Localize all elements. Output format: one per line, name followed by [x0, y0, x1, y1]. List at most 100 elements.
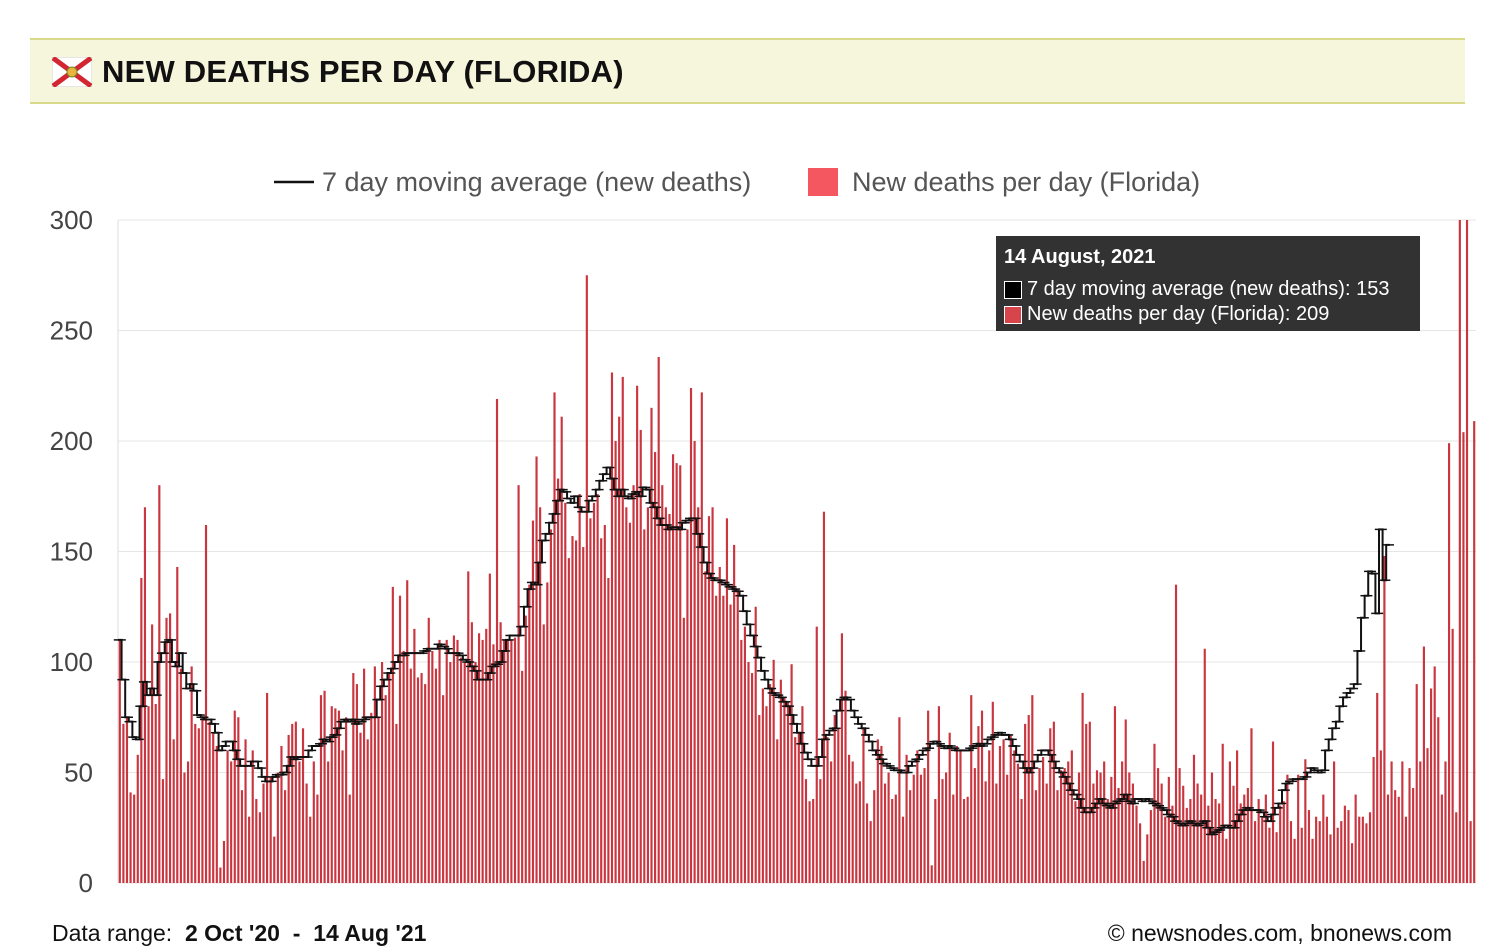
y-tick-label: 100 — [50, 647, 93, 677]
bar — [1325, 816, 1328, 883]
bar — [294, 721, 297, 883]
bar — [420, 673, 423, 883]
bar — [355, 684, 358, 883]
florida-flag-icon — [52, 57, 92, 87]
tooltip-avg-row: 7 day moving average (new deaths): 153 — [1004, 277, 1412, 302]
bar — [1009, 734, 1012, 883]
moving-average-line — [118, 466, 1390, 836]
bar — [650, 407, 653, 883]
bar — [1343, 805, 1346, 883]
bar — [122, 723, 125, 883]
bar — [743, 626, 746, 883]
bar — [927, 710, 930, 883]
bar — [1182, 785, 1185, 883]
bar — [176, 566, 179, 883]
bar — [186, 761, 190, 883]
bar — [366, 739, 369, 883]
bar — [280, 745, 283, 883]
bar — [1412, 787, 1415, 883]
bar — [1250, 728, 1253, 883]
bar — [578, 494, 581, 883]
bar — [291, 723, 294, 883]
bar — [1189, 799, 1192, 883]
bar — [1174, 584, 1178, 883]
bar — [298, 761, 301, 883]
tooltip-avg-text: 7 day moving average (new deaths): 153 — [1027, 278, 1390, 300]
bar — [1006, 774, 1009, 883]
bar — [898, 717, 901, 883]
bar — [460, 657, 463, 883]
bar — [1340, 821, 1343, 883]
bar — [1430, 688, 1433, 883]
bar — [1318, 821, 1321, 883]
bar — [959, 750, 962, 883]
bar — [654, 452, 657, 883]
bar — [686, 529, 689, 883]
bar — [549, 529, 552, 883]
bar — [1167, 776, 1170, 883]
bar — [758, 715, 761, 883]
bar — [711, 507, 714, 883]
bar — [1164, 816, 1167, 883]
bar — [725, 518, 729, 883]
bar — [883, 783, 887, 883]
bar — [1246, 787, 1249, 883]
bar — [912, 774, 915, 883]
bar — [521, 670, 524, 883]
bar — [797, 732, 800, 883]
bar — [169, 613, 172, 883]
bar — [837, 728, 840, 883]
bar — [668, 513, 671, 883]
bar — [988, 750, 991, 883]
bar — [722, 595, 725, 883]
bar — [305, 783, 308, 883]
bar — [1074, 801, 1077, 883]
bar — [1085, 723, 1088, 883]
tooltip-daily-swatch — [1004, 305, 1022, 324]
bar — [413, 628, 416, 883]
bar — [1024, 723, 1027, 883]
bar — [801, 706, 804, 883]
bar — [273, 836, 276, 883]
bar — [564, 502, 567, 883]
bar — [287, 734, 290, 883]
bar — [183, 772, 186, 883]
bar — [571, 536, 574, 883]
chart-tooltip: 14 August, 2021 7 day moving average (ne… — [996, 236, 1420, 331]
bar — [1253, 821, 1257, 883]
bar — [603, 524, 606, 883]
bar — [398, 595, 402, 883]
bar — [733, 544, 736, 883]
bar — [826, 737, 829, 883]
bar — [542, 624, 545, 883]
bar — [1289, 821, 1293, 883]
bar — [1372, 757, 1375, 883]
bar — [1038, 768, 1041, 883]
bar — [693, 441, 696, 883]
bar — [215, 745, 218, 883]
bar — [535, 456, 538, 883]
bar — [783, 697, 786, 883]
bar — [133, 794, 136, 883]
bar — [1153, 743, 1156, 883]
bar — [506, 639, 509, 883]
bar — [876, 739, 879, 883]
bar — [269, 776, 272, 883]
bar — [643, 529, 646, 883]
bar — [334, 708, 337, 883]
y-tick-label: 200 — [50, 426, 93, 456]
bar — [639, 429, 642, 883]
bar — [416, 677, 420, 883]
y-tick-label: 0 — [79, 868, 93, 898]
bar — [1156, 768, 1160, 883]
bar — [510, 639, 513, 883]
bar — [747, 662, 750, 883]
bar — [248, 816, 251, 883]
bar — [1437, 717, 1440, 883]
bar — [384, 695, 387, 883]
bar — [689, 387, 693, 883]
bar — [1135, 805, 1138, 883]
bar — [1077, 772, 1081, 883]
bar — [1225, 838, 1228, 883]
bar — [301, 728, 305, 883]
